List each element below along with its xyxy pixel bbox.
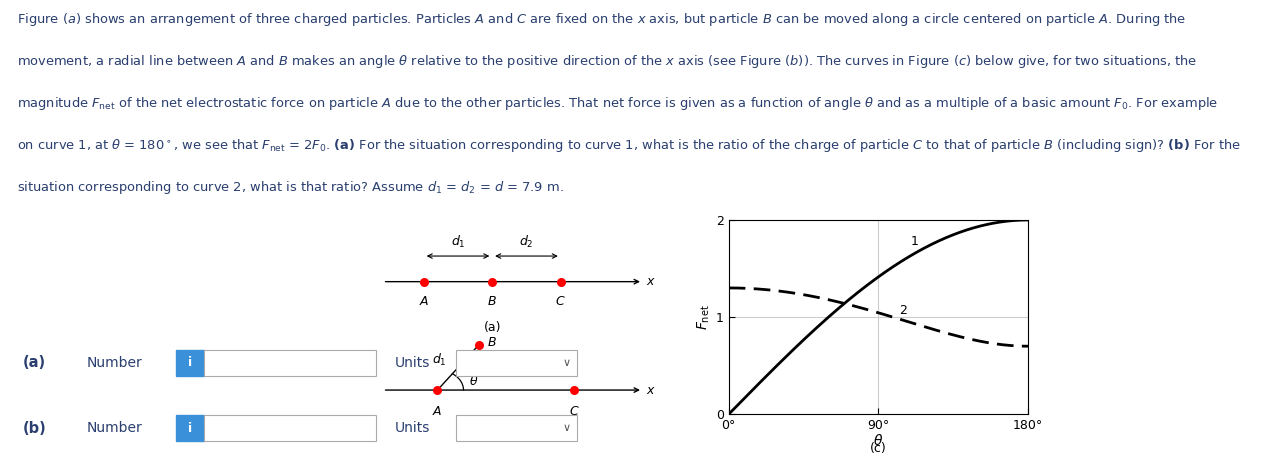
Text: i: i (187, 422, 192, 435)
Text: $d_2$: $d_2$ (520, 234, 534, 249)
Text: movement, a radial line between $A$ and $B$ makes an angle $\theta$ relative to : movement, a radial line between $A$ and … (17, 53, 1196, 70)
Text: $x$: $x$ (646, 384, 656, 396)
Text: i: i (187, 356, 192, 369)
Text: on curve 1, at $\theta$ = 180$^\circ$, we see that $F_\mathrm{net}$ = 2$F_0$. $\: on curve 1, at $\theta$ = 180$^\circ$, w… (17, 137, 1241, 154)
Text: Number: Number (87, 356, 143, 370)
Text: $C$: $C$ (555, 295, 566, 308)
Text: Number: Number (87, 421, 143, 435)
Text: Units: Units (395, 356, 431, 370)
Text: (a): (a) (484, 321, 501, 334)
Text: magnitude $F_\mathrm{net}$ of the net electrostatic force on particle $A$ due to: magnitude $F_\mathrm{net}$ of the net el… (17, 95, 1218, 112)
Text: Figure ($a$) shows an arrangement of three charged particles. Particles $A$ and : Figure ($a$) shows an arrangement of thr… (17, 11, 1186, 28)
Y-axis label: $F_\mathrm{net}$: $F_\mathrm{net}$ (696, 304, 712, 330)
Text: (c): (c) (869, 442, 887, 455)
Text: $d_1$: $d_1$ (432, 352, 447, 368)
Text: $B$: $B$ (487, 336, 497, 349)
X-axis label: $\theta$: $\theta$ (873, 433, 884, 448)
Text: Units: Units (395, 421, 431, 435)
Text: $A$: $A$ (419, 295, 429, 308)
Text: $\theta$: $\theta$ (469, 374, 478, 388)
Text: (a): (a) (23, 355, 46, 370)
Text: $x$: $x$ (646, 275, 656, 288)
Text: $B$: $B$ (488, 295, 497, 308)
Text: 2: 2 (899, 304, 907, 317)
Text: $C$: $C$ (569, 405, 580, 418)
Text: (b): (b) (490, 431, 508, 444)
Text: $d_1$: $d_1$ (451, 234, 465, 249)
Text: (b): (b) (23, 421, 47, 436)
Text: situation corresponding to curve 2, what is that ratio? Assume $d_1$ = $d_2$ = $: situation corresponding to curve 2, what… (17, 179, 563, 196)
Text: ∨: ∨ (563, 423, 571, 433)
Text: ∨: ∨ (563, 358, 571, 368)
Text: $A$: $A$ (432, 405, 442, 418)
Text: 1: 1 (911, 235, 919, 248)
